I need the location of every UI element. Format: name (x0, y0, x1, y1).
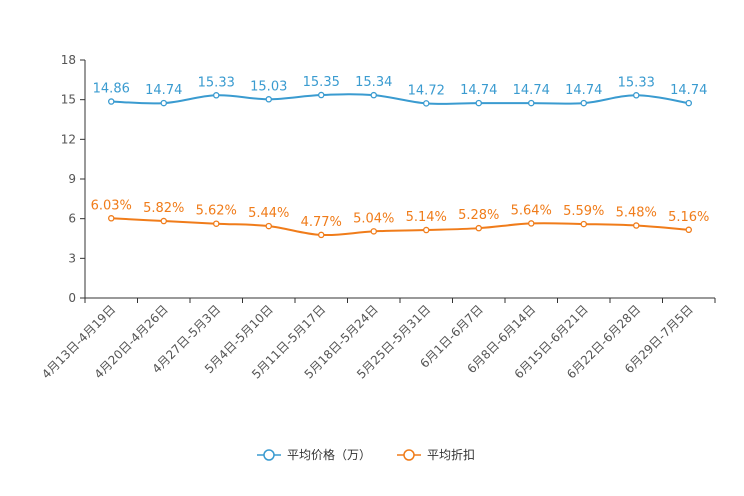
data-label: 15.35 (303, 75, 340, 90)
data-label: 5.82% (143, 201, 184, 216)
data-point (108, 215, 115, 222)
data-label: 5.59% (563, 204, 604, 219)
data-label: 15.33 (198, 75, 235, 90)
data-label: 6.03% (91, 198, 132, 213)
data-label: 5.44% (248, 206, 289, 221)
data-point (475, 99, 482, 107)
y-tick-label: 9 (68, 172, 76, 186)
data-point (160, 217, 167, 225)
data-point (265, 222, 272, 230)
data-label: 5.64% (511, 203, 552, 218)
data-point (422, 226, 430, 234)
data-point (528, 99, 535, 107)
legend-label-1: 平均价格（万） (287, 447, 371, 462)
data-label: 14.72 (408, 83, 445, 98)
data-label: 5.28% (458, 208, 499, 223)
data-label: 5.04% (353, 211, 394, 226)
data-label: 4.77% (301, 215, 342, 230)
data-point (212, 220, 220, 227)
y-tick-label: 12 (61, 132, 76, 146)
data-point (528, 220, 535, 227)
data-point (633, 222, 640, 229)
data-label: 14.74 (670, 83, 707, 98)
y-tick-label: 0 (68, 291, 76, 305)
data-point (685, 226, 693, 234)
data-point (265, 96, 272, 103)
y-tick-label: 3 (68, 251, 76, 265)
y-tick-label: 18 (61, 53, 76, 67)
data-label: 5.14% (406, 210, 447, 225)
legend-label-2: 平均折扣 (427, 447, 475, 462)
data-label: 14.74 (460, 83, 497, 98)
data-point (317, 231, 325, 239)
data-point (475, 224, 482, 232)
data-label: 5.62% (196, 204, 237, 219)
data-label: 14.74 (565, 83, 602, 98)
data-point (422, 100, 430, 107)
data-point (160, 99, 167, 107)
data-label: 14.74 (145, 83, 182, 98)
data-label: 15.33 (618, 75, 655, 90)
data-point (108, 98, 115, 105)
data-label: 14.86 (93, 82, 130, 97)
data-label: 15.34 (355, 75, 392, 90)
data-label: 14.74 (513, 83, 550, 98)
data-point (370, 228, 377, 235)
y-tick-label: 6 (68, 212, 76, 226)
data-point (633, 92, 640, 99)
data-point (685, 99, 693, 107)
data-label: 5.16% (668, 210, 709, 225)
legend-marker-2 (403, 449, 415, 461)
legend-marker-1 (263, 449, 275, 461)
data-point (370, 91, 377, 99)
data-label: 15.03 (250, 79, 287, 94)
data-point (580, 99, 588, 107)
series-line-1 (111, 93, 689, 105)
data-point (317, 91, 325, 99)
series-line-2 (111, 217, 689, 237)
data-label: 5.48% (616, 206, 657, 221)
data-point (212, 92, 220, 99)
data-point (580, 220, 588, 228)
y-tick-label: 15 (61, 93, 76, 107)
